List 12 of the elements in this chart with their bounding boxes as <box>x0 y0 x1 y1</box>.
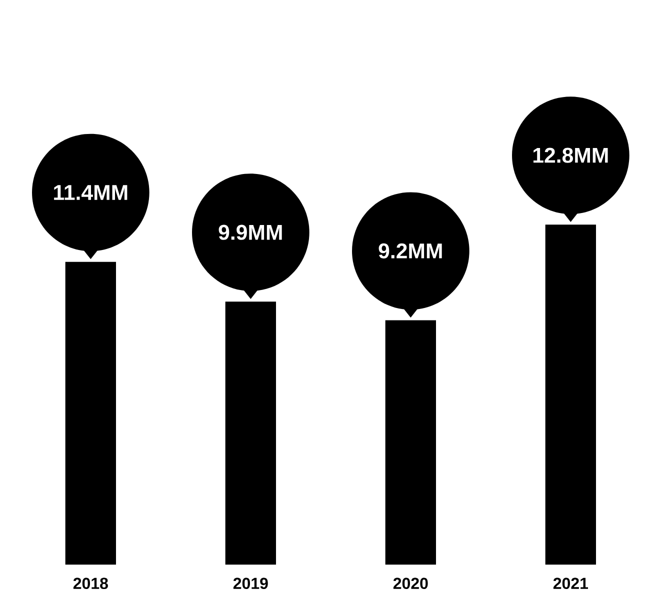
x-tick-label: 2019 <box>233 578 268 590</box>
data-label: 9.2MM <box>378 243 442 258</box>
data-label: 12.8MM <box>533 148 608 163</box>
data-label: 9.9MM <box>218 224 282 240</box>
x-tick-label: 2021 <box>553 578 588 590</box>
bar <box>225 302 276 565</box>
data-label: 11.4MM <box>54 185 128 200</box>
bar <box>65 262 116 565</box>
x-tick-label: 2018 <box>73 578 108 590</box>
x-tick-label: 2020 <box>393 578 428 590</box>
bar <box>385 320 436 565</box>
bar <box>545 224 596 565</box>
